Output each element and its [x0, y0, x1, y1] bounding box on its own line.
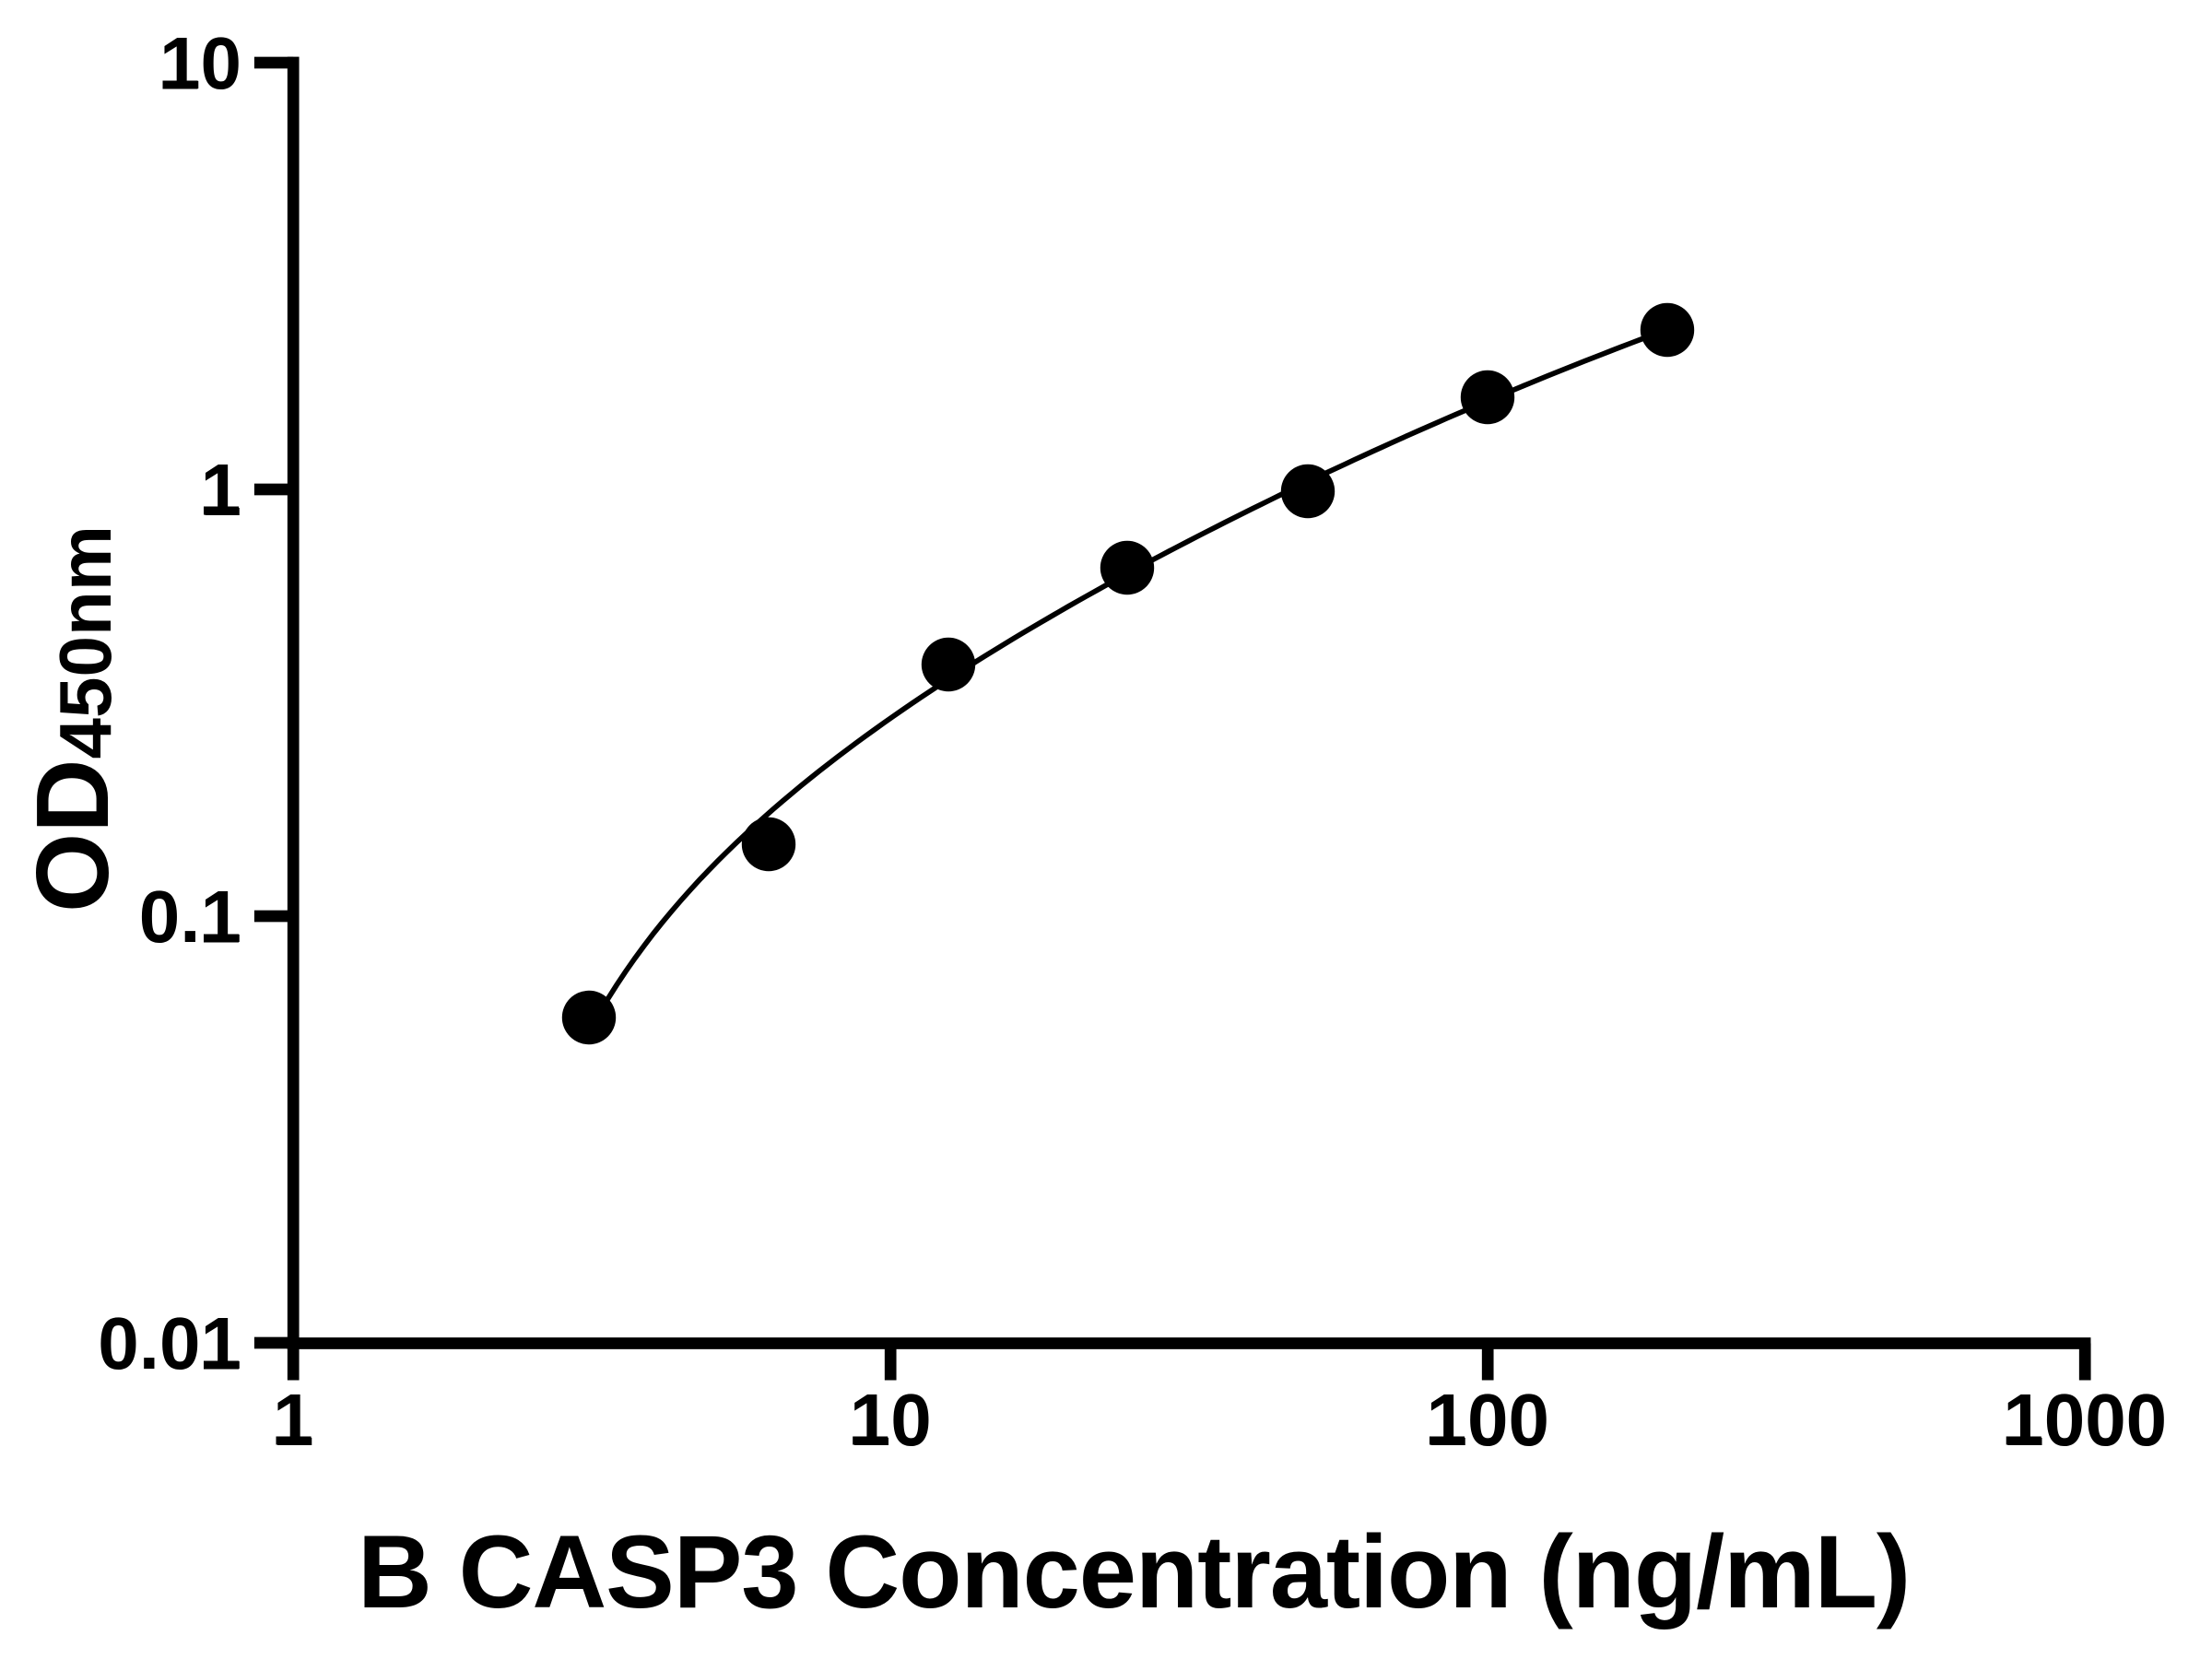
svg-text:0.01: 0.01	[98, 1302, 241, 1384]
svg-text:100: 100	[1426, 1379, 1548, 1461]
svg-text:10: 10	[159, 22, 241, 104]
svg-text:1000: 1000	[2003, 1379, 2167, 1461]
svg-text:1: 1	[273, 1379, 314, 1461]
svg-text:1: 1	[201, 449, 242, 531]
svg-text:10: 10	[850, 1379, 932, 1461]
svg-text:0.1: 0.1	[139, 876, 241, 958]
svg-text:B CASP3 Concentration (ng/mL): B CASP3 Concentration (ng/mL)	[358, 1514, 1910, 1630]
